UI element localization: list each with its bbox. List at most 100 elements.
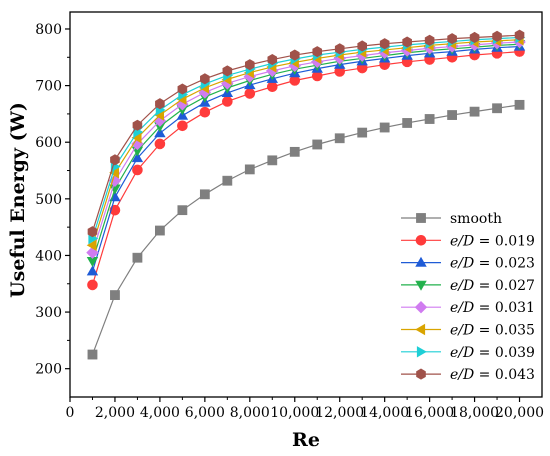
series-1	[87, 46, 525, 291]
data-point	[177, 205, 188, 216]
data-point	[266, 81, 278, 93]
data-point	[447, 33, 457, 45]
data-point	[357, 127, 368, 138]
y-tick-label: 300	[35, 305, 62, 321]
legend-marker	[416, 346, 427, 358]
legend-label-symbol: e/D	[450, 345, 474, 361]
x-tick-label: 0	[66, 405, 75, 421]
series-layer	[86, 29, 526, 360]
x-axis-title: Re	[292, 429, 320, 451]
data-point	[109, 204, 121, 216]
legend-marker	[415, 256, 427, 267]
legend-label: smooth	[450, 211, 502, 227]
data-point	[424, 114, 435, 124]
data-point	[87, 279, 98, 291]
legend-marker	[416, 368, 426, 380]
data-point	[469, 31, 480, 44]
data-point	[132, 119, 143, 131]
x-tick-label: 18,000	[450, 405, 499, 421]
y-tick-label: 700	[35, 79, 62, 95]
x-tick-label: 16,000	[405, 405, 454, 421]
data-point	[514, 29, 525, 41]
data-point	[289, 49, 300, 61]
legend-marker	[415, 235, 427, 246]
data-point	[492, 103, 502, 114]
legend-label: e/D = 0.039	[450, 345, 535, 361]
y-tick-label: 500	[35, 192, 62, 208]
legend-label-value: = 0.039	[474, 345, 535, 361]
plot-frame	[69, 11, 543, 398]
data-point	[200, 73, 210, 85]
data-point	[110, 154, 120, 166]
y-tick-label: 200	[35, 362, 62, 378]
data-point	[379, 122, 390, 133]
data-point	[222, 96, 233, 107]
data-point	[492, 30, 502, 42]
legend-entry: e/D = 0.023	[401, 256, 535, 272]
legend-label-symbol: e/D	[450, 367, 474, 383]
series-0	[87, 99, 525, 360]
data-point	[514, 99, 525, 110]
legend-entry: e/D = 0.027	[401, 278, 535, 294]
data-point	[245, 59, 255, 71]
x-tick-label: 20,000	[495, 405, 544, 421]
data-point	[379, 38, 390, 50]
legend-label-value: = 0.019	[474, 233, 535, 249]
data-point	[267, 54, 278, 66]
legend-label-value: = 0.035	[474, 323, 535, 339]
legend-marker	[414, 300, 428, 314]
x-tick-label: 10,000	[270, 405, 319, 421]
legend-entry: smooth	[401, 211, 502, 227]
data-point	[424, 34, 435, 46]
legend-label: e/D = 0.027	[450, 278, 535, 294]
legend-label: e/D = 0.019	[450, 233, 535, 249]
legend-marker	[416, 213, 426, 223]
x-tick-label: 4,000	[140, 405, 180, 421]
data-point	[244, 88, 256, 99]
legend-entry: e/D = 0.019	[401, 233, 535, 249]
x-tick-label: 2,000	[95, 405, 135, 421]
legend-entry: e/D = 0.035	[401, 323, 535, 339]
legend-label-value: = 0.027	[474, 278, 535, 294]
data-point	[87, 349, 98, 360]
data-point	[154, 127, 166, 138]
data-point	[289, 146, 300, 157]
data-point	[177, 83, 188, 95]
data-point	[155, 225, 165, 236]
data-point	[199, 106, 211, 118]
y-tick-label: 600	[35, 135, 62, 151]
legend-label-symbol: e/D	[450, 256, 474, 272]
data-point	[357, 40, 367, 52]
data-point	[312, 46, 323, 58]
legend-label-value: = 0.043	[474, 367, 535, 383]
data-point	[155, 98, 165, 110]
legend-label-symbol: e/D	[450, 233, 474, 249]
legend-entry: e/D = 0.043	[401, 367, 535, 383]
data-point	[312, 139, 323, 150]
data-point	[199, 189, 210, 200]
series-7	[87, 29, 525, 238]
legend-label: e/D = 0.023	[450, 256, 535, 272]
series-line	[91, 51, 520, 286]
data-point	[87, 226, 98, 238]
legend-label-value: = 0.023	[474, 256, 535, 272]
legend-label: e/D = 0.043	[450, 367, 535, 383]
data-point	[334, 43, 345, 55]
legend-entry: e/D = 0.039	[401, 345, 535, 361]
legend-entry: e/D = 0.031	[401, 300, 535, 316]
x-tick-label: 6,000	[185, 405, 225, 421]
y-tick-label: 400	[35, 248, 62, 264]
data-point	[334, 133, 345, 144]
legend-label-symbol: e/D	[450, 278, 474, 294]
axis-layer: 0 2,000 4,000 6,000 8,000 10,00012,00014,0001…	[35, 11, 544, 421]
y-axis-title: Useful Energy (W)	[7, 102, 29, 298]
data-point	[222, 65, 233, 77]
data-point	[132, 164, 143, 176]
x-tick-label: 8,000	[230, 405, 270, 421]
data-point	[177, 120, 188, 132]
data-point	[267, 155, 278, 166]
legend-label-value: = 0.031	[474, 300, 535, 316]
legend-label: e/D = 0.031	[450, 300, 535, 316]
